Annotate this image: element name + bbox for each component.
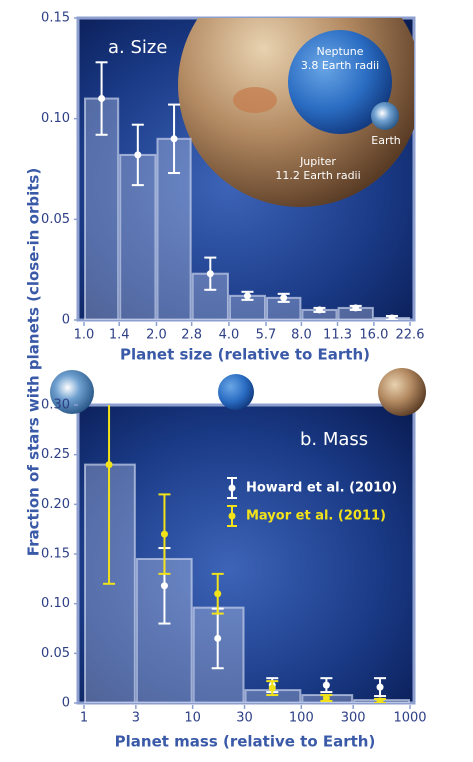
- great-red-spot: [233, 87, 277, 113]
- x-tick-label: 11.3: [323, 328, 352, 343]
- planet-size: 11.2 Earth radii: [275, 169, 360, 182]
- neptune: [288, 30, 392, 134]
- planet-name: Jupiter: [299, 155, 336, 168]
- y-tick-label: 0: [62, 313, 70, 328]
- x-axis-label: Planet size (relative to Earth): [120, 346, 370, 364]
- x-tick-label: 5.7: [256, 328, 277, 343]
- point: [206, 270, 214, 278]
- x-tick-label: 1.4: [109, 328, 130, 343]
- y-axis-label: Fraction of stars with planets (close-in…: [25, 168, 43, 556]
- y-tick-label: 0.15: [41, 11, 70, 26]
- legend-marker: [228, 512, 236, 520]
- point: [105, 461, 113, 469]
- planet-size: 3.8 Earth radii: [301, 59, 379, 72]
- y-tick-label: 0.30: [41, 398, 70, 413]
- plot-marks: [84, 61, 410, 320]
- planet-name: Neptune: [316, 45, 363, 58]
- x-tick-label: 1.0: [74, 328, 95, 343]
- point: [280, 294, 288, 302]
- x-tick-label: 3: [132, 711, 140, 726]
- y-tick-label: 0.10: [41, 111, 70, 126]
- y-tick-label: 0.05: [41, 646, 70, 661]
- jupiter-icon: [378, 368, 426, 416]
- x-tick-label: 10: [184, 711, 201, 726]
- x-tick-label: 22.6: [396, 328, 425, 343]
- x-tick-label: 1: [80, 711, 88, 726]
- point: [214, 634, 222, 642]
- plot-marks: [84, 405, 410, 703]
- y-tick-label: 0.25: [41, 447, 70, 462]
- x-tick-label: 2.8: [181, 328, 202, 343]
- y-tick-label: 0.05: [41, 212, 70, 227]
- point: [268, 684, 276, 692]
- panel-label: b. Mass: [300, 429, 368, 450]
- point: [388, 314, 396, 320]
- legend-label: Howard et al. (2010): [246, 481, 397, 496]
- point: [214, 590, 222, 598]
- x-tick-label: 30: [236, 711, 253, 726]
- point: [322, 694, 330, 702]
- y-tick-label: 0.15: [41, 547, 70, 562]
- x-tick-label: 4.0: [219, 328, 240, 343]
- point: [315, 306, 323, 314]
- neptune-icon: [218, 374, 254, 410]
- x-tick-label: 300: [341, 711, 366, 726]
- point: [98, 95, 106, 103]
- point: [376, 697, 384, 703]
- planet-name: Earth: [371, 134, 401, 147]
- panel-label: a. Size: [108, 37, 167, 58]
- legend-marker: [228, 484, 236, 492]
- planet-illustration: [178, 18, 414, 207]
- point: [243, 292, 251, 300]
- x-axis-label: Planet mass (relative to Earth): [115, 733, 376, 751]
- y-tick-label: 0.10: [41, 596, 70, 611]
- point: [322, 681, 330, 689]
- point: [160, 530, 168, 538]
- x-tick-label: 2.0: [146, 328, 167, 343]
- point: [352, 304, 360, 312]
- x-tick-label: 8.0: [291, 328, 312, 343]
- earth: [371, 102, 399, 130]
- y-tick-label: 0.20: [41, 497, 70, 512]
- x-tick-label: 100: [289, 711, 314, 726]
- point: [134, 151, 142, 159]
- earth-icon: [50, 370, 94, 414]
- point: [170, 135, 178, 143]
- x-tick-label: 16.0: [359, 328, 388, 343]
- x-tick-label: 1000: [393, 711, 426, 726]
- point: [160, 582, 168, 590]
- legend-label: Mayor et al. (2011): [246, 509, 386, 524]
- y-tick-label: 0: [62, 696, 70, 711]
- point: [376, 683, 384, 691]
